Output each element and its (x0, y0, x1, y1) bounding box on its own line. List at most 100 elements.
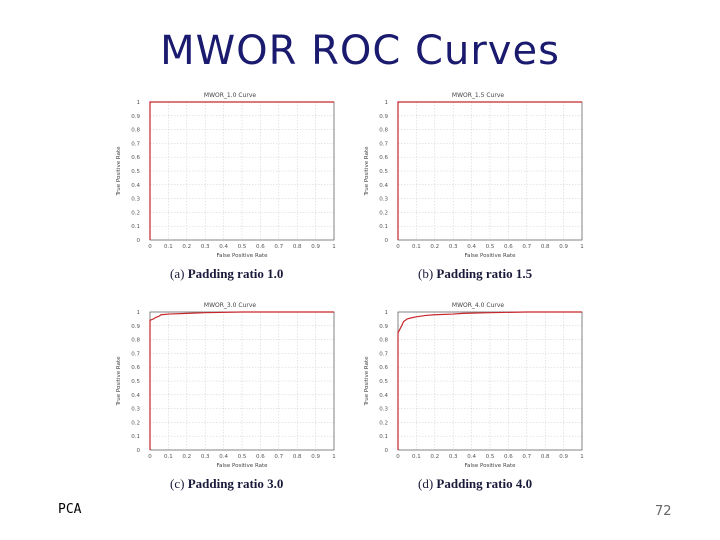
chart-d-ytick-label: 0.2 (379, 420, 388, 426)
chart-d-xtick-label: 0.1 (412, 454, 421, 460)
chart-d-ytick-label: 0 (385, 448, 389, 454)
chart-c-ylabel: True Positive Rate (116, 356, 122, 407)
caption-a-label: (a) (170, 266, 185, 281)
chart-b-xtick-label: 0.1 (412, 244, 421, 250)
chart-b-xtick-label: 0.5 (486, 244, 495, 250)
caption-b-label: (b) (418, 266, 434, 281)
chart-c-roc-line (149, 311, 334, 450)
chart-c-ytick-label: 0.3 (131, 407, 140, 413)
chart-c-ytick-label: 0 (137, 448, 141, 454)
chart-c-ytick-label: 0.9 (131, 324, 140, 330)
chart-c-xtick-label: 0.7 (274, 454, 283, 460)
chart-b-ylabel: True Positive Rate (364, 146, 370, 197)
chart-c-title: MWOR_3.0 Curve (204, 302, 256, 309)
chart-d-xlabel: False Positive Rate (464, 463, 516, 469)
chart-b-title: MWOR_1.5 Curve (452, 92, 504, 99)
chart-c-xtick-label: 0.2 (182, 454, 191, 460)
caption-c: (c) Padding ratio 3.0 (170, 476, 283, 492)
chart-a-xtick-label: 0.4 (219, 244, 228, 250)
chart-a-ytick-label: 0.5 (131, 169, 140, 175)
roc-chart-b: MWOR_1.5 Curve 0 0.1 0.2 0.3 0.4 0.5 0.6 0.7 0.8 0… (364, 92, 584, 259)
chart-d-xtick-label: 0.3 (449, 454, 458, 460)
chart-c-xtick-label: 0.3 (201, 454, 210, 460)
chart-b-ytick-label: 0.6 (379, 155, 388, 161)
chart-c-xtick-label: 0.6 (256, 454, 265, 460)
chart-a-ylabel: True Positive Rate (116, 146, 122, 197)
chart-d-xtick-label: 0.5 (486, 454, 495, 460)
chart-d-xtick-label: 0.9 (559, 454, 568, 460)
chart-a-xtick-label: 0.9 (311, 244, 320, 250)
chart-b-ytick-label: 0.2 (379, 210, 388, 216)
chart-b-xtick-label: 1 (580, 244, 584, 250)
caption-c-label: (c) (170, 476, 185, 491)
chart-d-ytick-label: 0.4 (379, 393, 388, 399)
chart-c-ytick-label: 0.6 (131, 365, 140, 371)
chart-d-xtick-label: 0.8 (541, 454, 550, 460)
chart-d-ytick-label: 0.7 (379, 351, 388, 357)
chart-a-ytick-label: 0.2 (131, 210, 140, 216)
chart-d-ytick-label: 1 (385, 310, 389, 316)
chart-d-ytick-label: 0.6 (379, 365, 388, 371)
chart-b-xtick-label: 0.3 (449, 244, 458, 250)
roc-chart-d: MWOR_4.0 Curve 0 0.1 0.2 0.3 0.4 0.5 0.6 0.7 0.8 0… (364, 302, 584, 469)
chart-b-roc-line (397, 101, 582, 240)
caption-b-text: Padding ratio 1.5 (436, 266, 533, 281)
chart-b-ytick-label: 0.5 (379, 169, 388, 175)
chart-c-xtick-label: 0.9 (311, 454, 320, 460)
chart-a-ytick-label: 1 (137, 100, 141, 106)
chart-a-xtick-label: 0.3 (201, 244, 210, 250)
chart-c-ytick-label: 0.1 (131, 434, 140, 440)
chart-b-xtick-label: 0.9 (559, 244, 568, 250)
chart-b-ytick-label: 0.9 (379, 114, 388, 120)
chart-d-xtick-label: 0.6 (504, 454, 513, 460)
chart-c-xtick-label: 0.5 (238, 454, 247, 460)
chart-c-xtick-label: 0.1 (164, 454, 173, 460)
chart-b-ytick-label: 0.8 (379, 128, 388, 134)
roc-panel-b: MWOR_1.5 Curve 0 0.1 0.2 0.3 0.4 0.5 0.6 0.7 0.8 0… (356, 88, 604, 293)
chart-d-ytick-label: 0.5 (379, 379, 388, 385)
chart-b-ytick-label: 0.7 (379, 141, 388, 147)
chart-c-ytick-label: 0.5 (131, 379, 140, 385)
chart-a-ytick-label: 0.9 (131, 114, 140, 120)
chart-c-ytick-label: 1 (137, 310, 141, 316)
caption-a-text: Padding ratio 1.0 (187, 266, 284, 281)
chart-a-ytick-label: 0.7 (131, 141, 140, 147)
chart-a-xtick-label: 0.8 (293, 244, 302, 250)
chart-b-ytick-label: 0.3 (379, 197, 388, 203)
roc-panel-c: MWOR_3.0 Curve 0 0.1 0.2 0.3 0.4 0.5 0.6 0.7 0.8 0… (108, 298, 356, 503)
chart-b-xlabel: False Positive Rate (464, 253, 516, 259)
chart-d-ytick-label: 0.9 (379, 324, 388, 330)
roc-figure: MWOR_1.0 Curve 0 0.1 0.2 0.3 0.4 0.5 0.6 0.7 0.8 0… (108, 88, 604, 498)
caption-a: (a) Padding ratio 1.0 (170, 266, 283, 282)
chart-d-roc-line (397, 311, 582, 450)
chart-a-xlabel: False Positive Rate (216, 253, 268, 259)
caption-d-label: (d) (418, 476, 434, 491)
roc-panel-a: MWOR_1.0 Curve 0 0.1 0.2 0.3 0.4 0.5 0.6 0.7 0.8 0… (108, 88, 356, 293)
chart-d-ylabel: True Positive Rate (364, 356, 370, 407)
roc-chart-a: MWOR_1.0 Curve 0 0.1 0.2 0.3 0.4 0.5 0.6 0.7 0.8 0… (116, 92, 336, 259)
chart-c-xtick-label: 0.8 (293, 454, 302, 460)
chart-d-ytick-label: 0.8 (379, 338, 388, 344)
caption-d-text: Padding ratio 4.0 (436, 476, 533, 491)
chart-c-xtick-label: 1 (332, 454, 336, 460)
chart-a-ytick-label: 0.3 (131, 197, 140, 203)
chart-c-xlabel: False Positive Rate (216, 463, 268, 469)
chart-c-ytick-label: 0.8 (131, 338, 140, 344)
chart-b-ytick-label: 0.1 (379, 224, 388, 230)
chart-d-xtick-label: 1 (580, 454, 584, 460)
chart-b-xtick-label: 0.2 (430, 244, 439, 250)
chart-d-ytick-label: 0.3 (379, 407, 388, 413)
chart-d-ytick-label: 0.1 (379, 434, 388, 440)
chart-d-xtick-label: 0.4 (467, 454, 476, 460)
chart-a-xtick-label: 0.6 (256, 244, 265, 250)
chart-a-ytick-label: 0 (137, 238, 141, 244)
chart-a-xtick-label: 1 (332, 244, 336, 250)
chart-a-xtick-label: 0 (148, 244, 152, 250)
chart-b-ytick-label: 0 (385, 238, 389, 244)
roc-panel-d: MWOR_4.0 Curve 0 0.1 0.2 0.3 0.4 0.5 0.6 0.7 0.8 0… (356, 298, 604, 503)
chart-d-title: MWOR_4.0 Curve (452, 302, 504, 309)
caption-d: (d) Padding ratio 4.0 (418, 476, 532, 492)
chart-b-xtick-label: 0 (396, 244, 400, 250)
chart-a-xtick-label: 0.5 (238, 244, 247, 250)
chart-d-xtick-label: 0.2 (430, 454, 439, 460)
